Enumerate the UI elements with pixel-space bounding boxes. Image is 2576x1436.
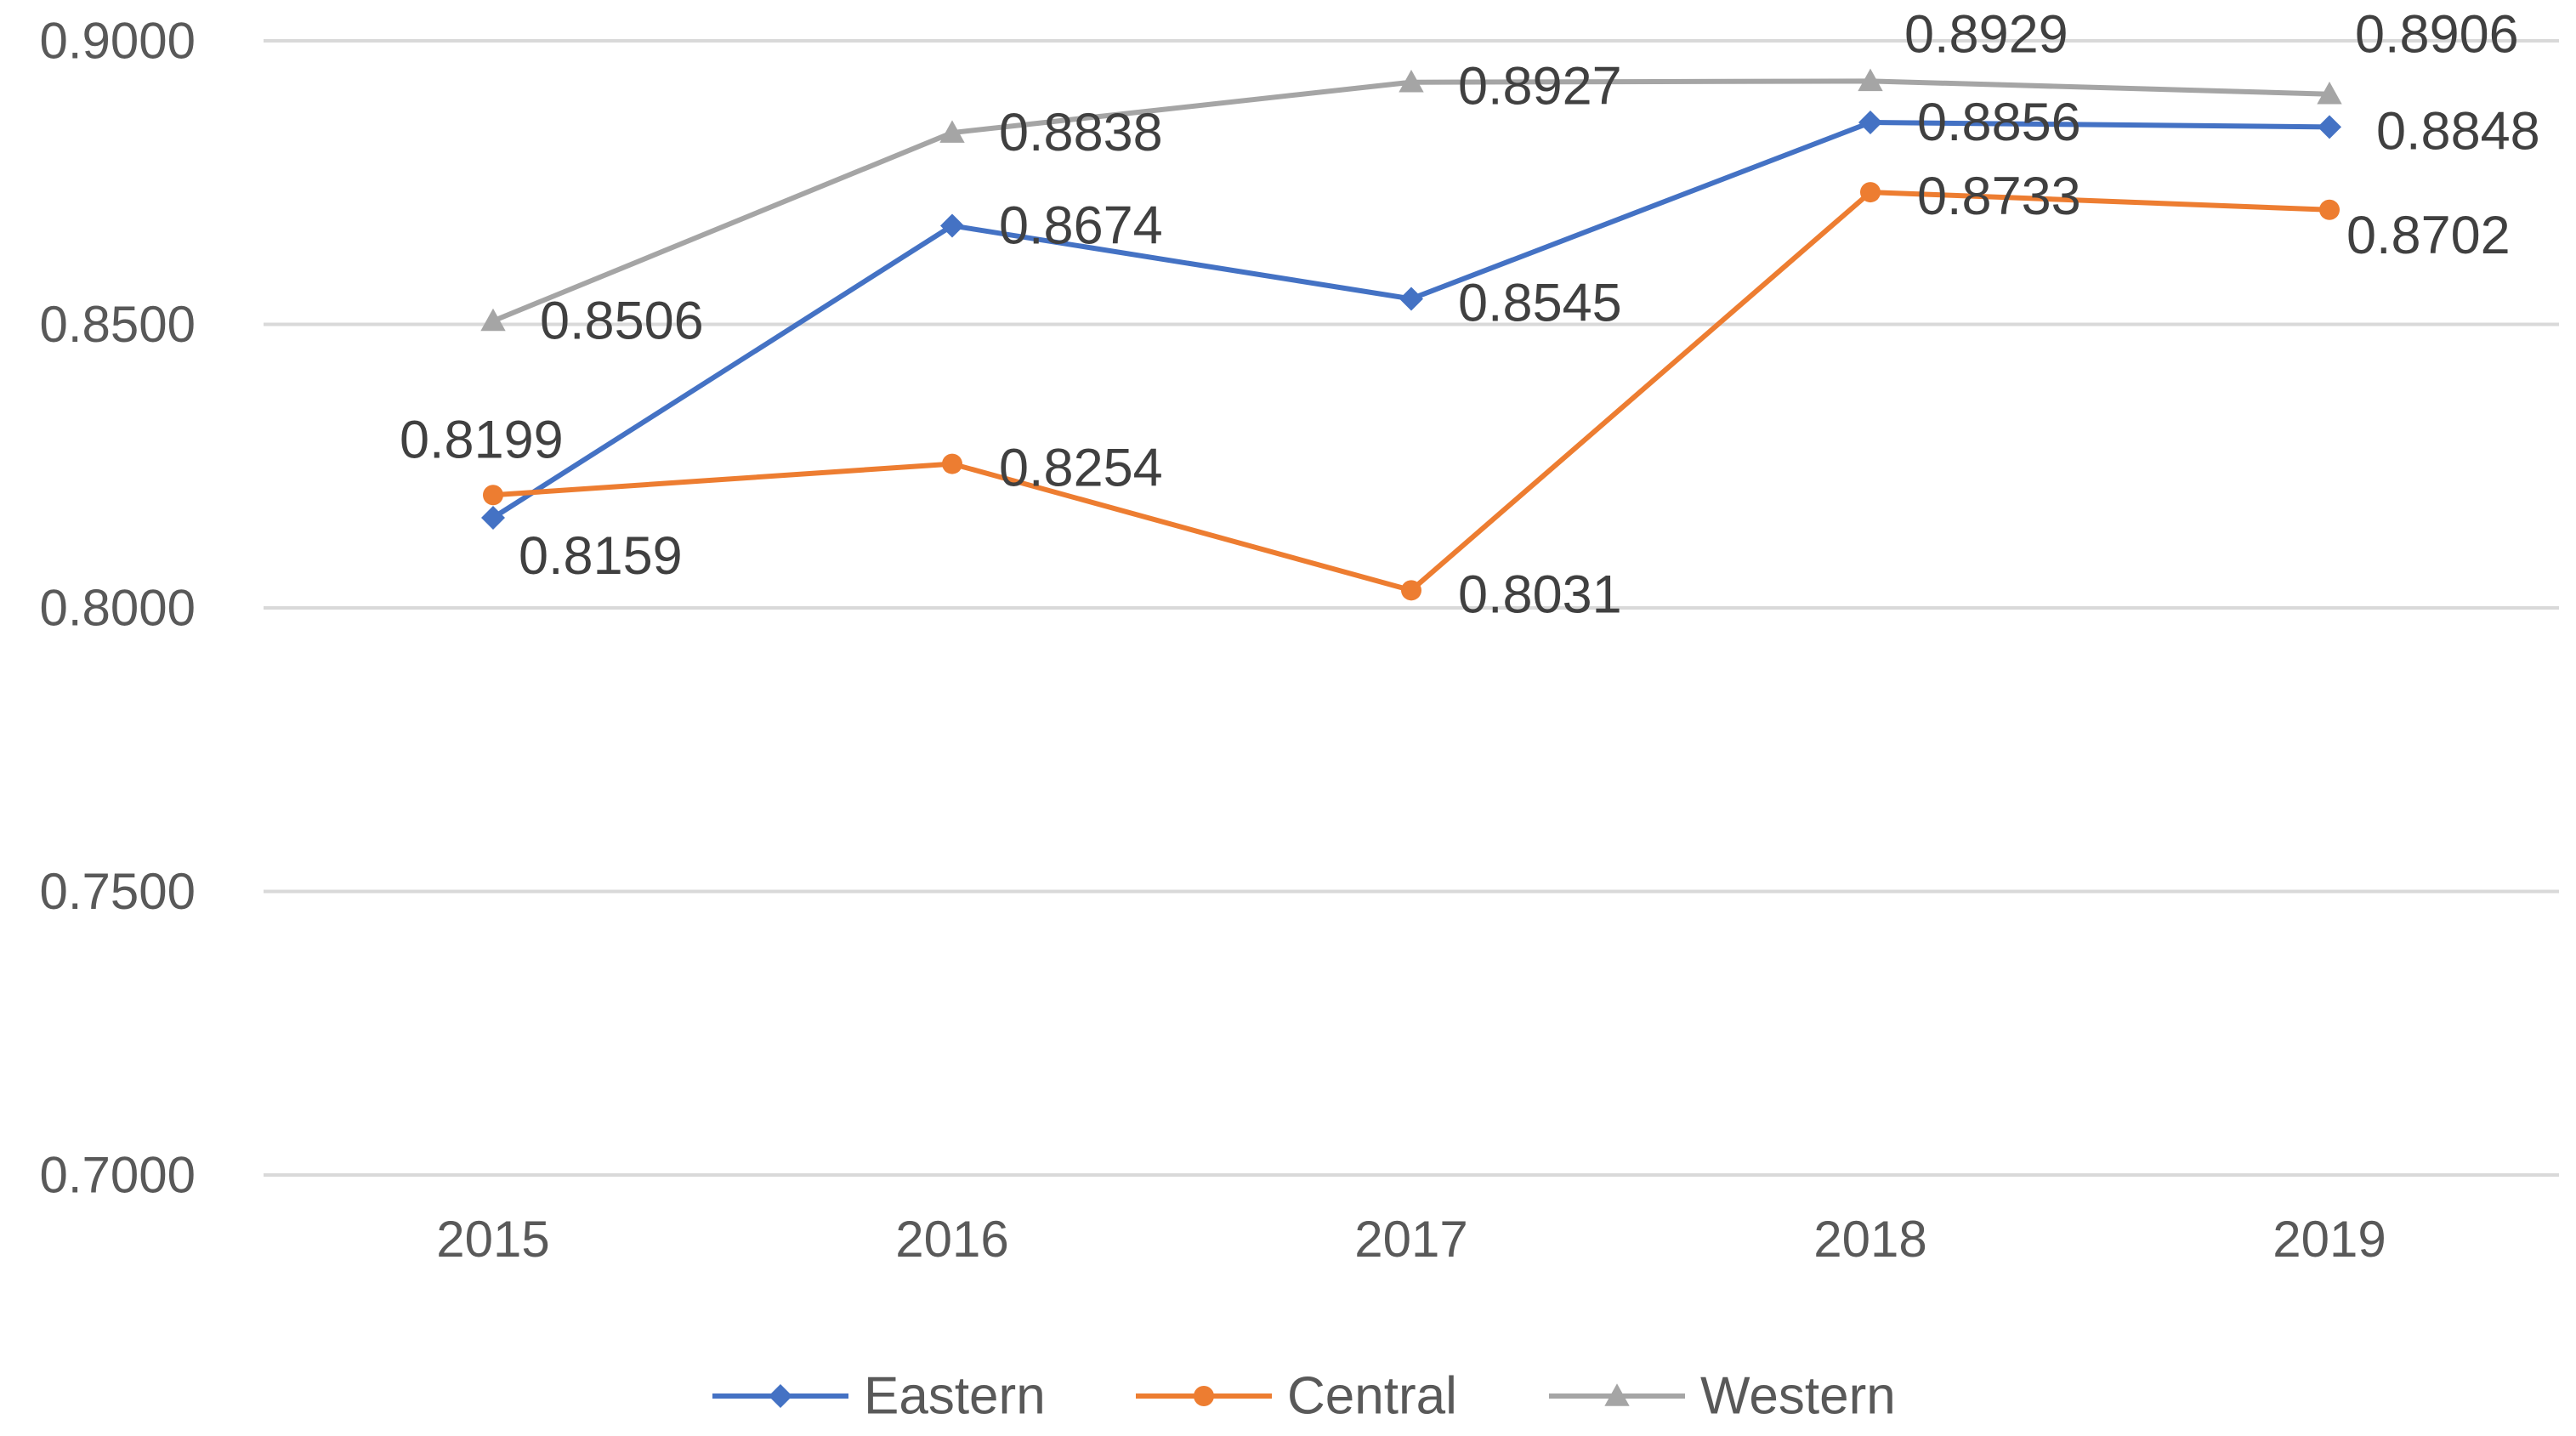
- y-tick-label: 0.8500: [39, 296, 196, 353]
- marker-eastern: [940, 213, 964, 238]
- gridlines: [264, 39, 2559, 1177]
- marker-central: [942, 453, 962, 474]
- legend-item-eastern: Eastern: [712, 1367, 1046, 1426]
- marker-western: [1858, 68, 1883, 92]
- marker-central: [483, 485, 503, 506]
- legend-item-western: Western: [1549, 1367, 1896, 1426]
- x-tick-label: 2017: [1354, 1211, 1467, 1268]
- marker-eastern: [481, 505, 505, 530]
- x-tick-label: 2016: [895, 1211, 1008, 1268]
- series-markers: [480, 68, 2342, 601]
- legend-swatch-marker: [1194, 1386, 1214, 1406]
- data-label-central: 0.8031: [1458, 565, 1622, 624]
- legend-label: Western: [1700, 1367, 1896, 1426]
- data-label-western: 0.8906: [2355, 5, 2519, 65]
- marker-central: [2319, 199, 2340, 220]
- legend-swatch-marker: [1604, 1383, 1630, 1406]
- data-label-western: 0.8506: [540, 291, 704, 350]
- data-label-central: 0.8254: [999, 439, 1163, 498]
- y-tick-label: 0.8000: [39, 580, 196, 637]
- marker-western: [1399, 69, 1424, 93]
- series-lines: [491, 78, 2332, 593]
- marker-western: [480, 308, 506, 332]
- data-label-eastern: 0.8545: [1458, 273, 1622, 332]
- legend-item-central: Central: [1136, 1367, 1457, 1426]
- marker-eastern: [1399, 287, 1423, 311]
- marker-western: [939, 120, 965, 143]
- y-axis-ticks: 0.7000 0.7500 0.8000 0.8500 0.9000: [39, 13, 196, 1204]
- x-axis-ticks: 2015 2016 2017 2018 2019: [436, 1211, 2386, 1268]
- data-label-western: 0.8838: [999, 103, 1163, 162]
- data-label-eastern: 0.8674: [999, 196, 1163, 255]
- y-tick-label: 0.7500: [39, 863, 196, 920]
- data-label-eastern: 0.8856: [1917, 93, 2081, 152]
- marker-western: [2317, 81, 2342, 105]
- y-tick-label: 0.7000: [39, 1147, 196, 1204]
- data-label-central: 0.8702: [2346, 206, 2511, 265]
- series-line-central: [491, 190, 2332, 593]
- legend-swatch-marker: [769, 1384, 792, 1408]
- data-label-central: 0.8199: [400, 410, 564, 469]
- data-label-western: 0.8927: [1458, 57, 1622, 116]
- legend: Eastern Central Western: [712, 1367, 1896, 1426]
- marker-eastern: [1858, 111, 1882, 135]
- legend-label: Eastern: [864, 1367, 1046, 1426]
- x-tick-label: 2018: [1813, 1211, 1926, 1268]
- marker-central: [1860, 182, 1881, 203]
- data-label-western: 0.8929: [1904, 4, 2068, 64]
- data-labels: 0.8506 0.8838 0.8927 0.8929 0.8906 0.8159 0.86…: [400, 4, 2540, 624]
- y-tick-label: 0.9000: [39, 13, 196, 70]
- data-label-eastern: 0.8848: [2376, 101, 2540, 161]
- marker-eastern: [2318, 115, 2341, 139]
- x-tick-label: 2015: [436, 1211, 549, 1268]
- data-label-central: 0.8733: [1917, 167, 2081, 226]
- legend-label: Central: [1287, 1367, 1457, 1426]
- x-tick-label: 2019: [2272, 1211, 2386, 1268]
- marker-central: [1401, 580, 1421, 601]
- data-label-eastern: 0.8159: [519, 526, 683, 586]
